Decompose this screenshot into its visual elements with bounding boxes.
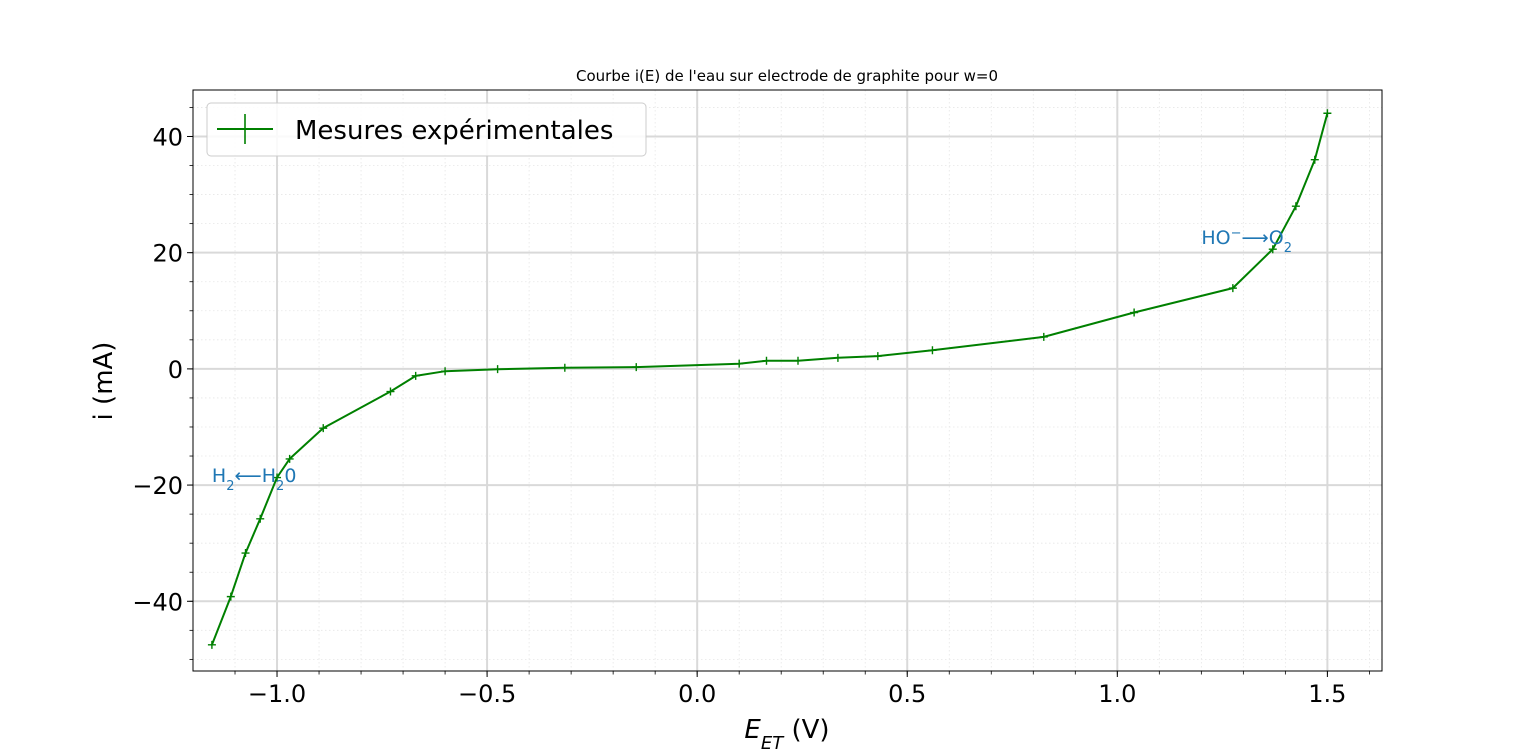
y-tick-label: 40 <box>152 123 183 151</box>
y-axis-label: i (mA) <box>89 342 119 421</box>
data-point-marker <box>493 365 502 374</box>
x-axis-label: EET (V) <box>744 715 829 754</box>
legend-box <box>206 102 647 157</box>
data-point-marker <box>319 424 328 433</box>
x-axis-label-sub: ET <box>761 733 785 754</box>
x-tick-label: 0.0 <box>678 680 716 708</box>
data-point-marker <box>762 356 771 365</box>
data-point-marker <box>560 363 569 372</box>
data-point-marker <box>1310 155 1319 164</box>
x-tick-label: 1.0 <box>1098 680 1136 708</box>
data-point-marker <box>928 346 937 355</box>
data-point-marker <box>735 359 744 368</box>
plot-frame <box>192 89 1383 672</box>
axis-tick-labels: −1.0 −0.5 0.0 0.5 1.0 1.5 −40 −20 0 20 40 <box>132 123 1346 708</box>
x-axis-label-main: E <box>744 715 761 745</box>
data-point-marker <box>256 514 265 523</box>
data-point-marker <box>1130 308 1139 317</box>
annotation-o2-oxidation: HO−⟶O2 <box>1201 225 1292 255</box>
legend: Mesures expérimentales <box>206 102 647 157</box>
minor-grid <box>193 90 1382 671</box>
data-point-marker <box>833 353 842 362</box>
data-point-marker <box>411 371 420 380</box>
data-point-marker <box>226 592 235 601</box>
x-axis-label-unit: (V) <box>783 715 829 745</box>
y-tick-label: −40 <box>132 588 183 616</box>
y-tick-label: 20 <box>152 240 183 268</box>
data-point-marker <box>285 454 294 463</box>
x-tick-label: 1.5 <box>1308 680 1346 708</box>
x-tick-label: 0.5 <box>888 680 926 708</box>
data-point-marker <box>273 473 282 482</box>
data-point-marker <box>1228 284 1237 293</box>
data-point-marker <box>386 387 395 396</box>
data-point-marker <box>1268 245 1277 254</box>
data-point-marker <box>241 549 250 558</box>
data-point-marker <box>1291 202 1300 211</box>
legend-label: Mesures expérimentales <box>295 116 613 146</box>
series-layer <box>207 109 1332 649</box>
annotation-h2-reduction: H2⟵H20 <box>212 465 297 494</box>
axis-ticks <box>187 107 1370 677</box>
x-tick-label: −1.0 <box>248 680 306 708</box>
data-point-marker <box>873 352 882 361</box>
series-line <box>210 112 1329 646</box>
data-point-marker <box>1039 332 1048 341</box>
y-tick-label: −20 <box>132 472 183 500</box>
chart-title: Courbe i(E) de l'eau sur electrode de gr… <box>576 67 998 85</box>
y-tick-label: 0 <box>168 356 183 384</box>
data-point-marker <box>1323 109 1332 118</box>
data-point-marker <box>207 640 216 649</box>
x-tick-label: −0.5 <box>458 680 516 708</box>
data-point-marker <box>794 356 803 365</box>
major-grid <box>193 90 1382 671</box>
data-point-marker <box>632 363 641 372</box>
data-point-marker <box>441 367 450 376</box>
